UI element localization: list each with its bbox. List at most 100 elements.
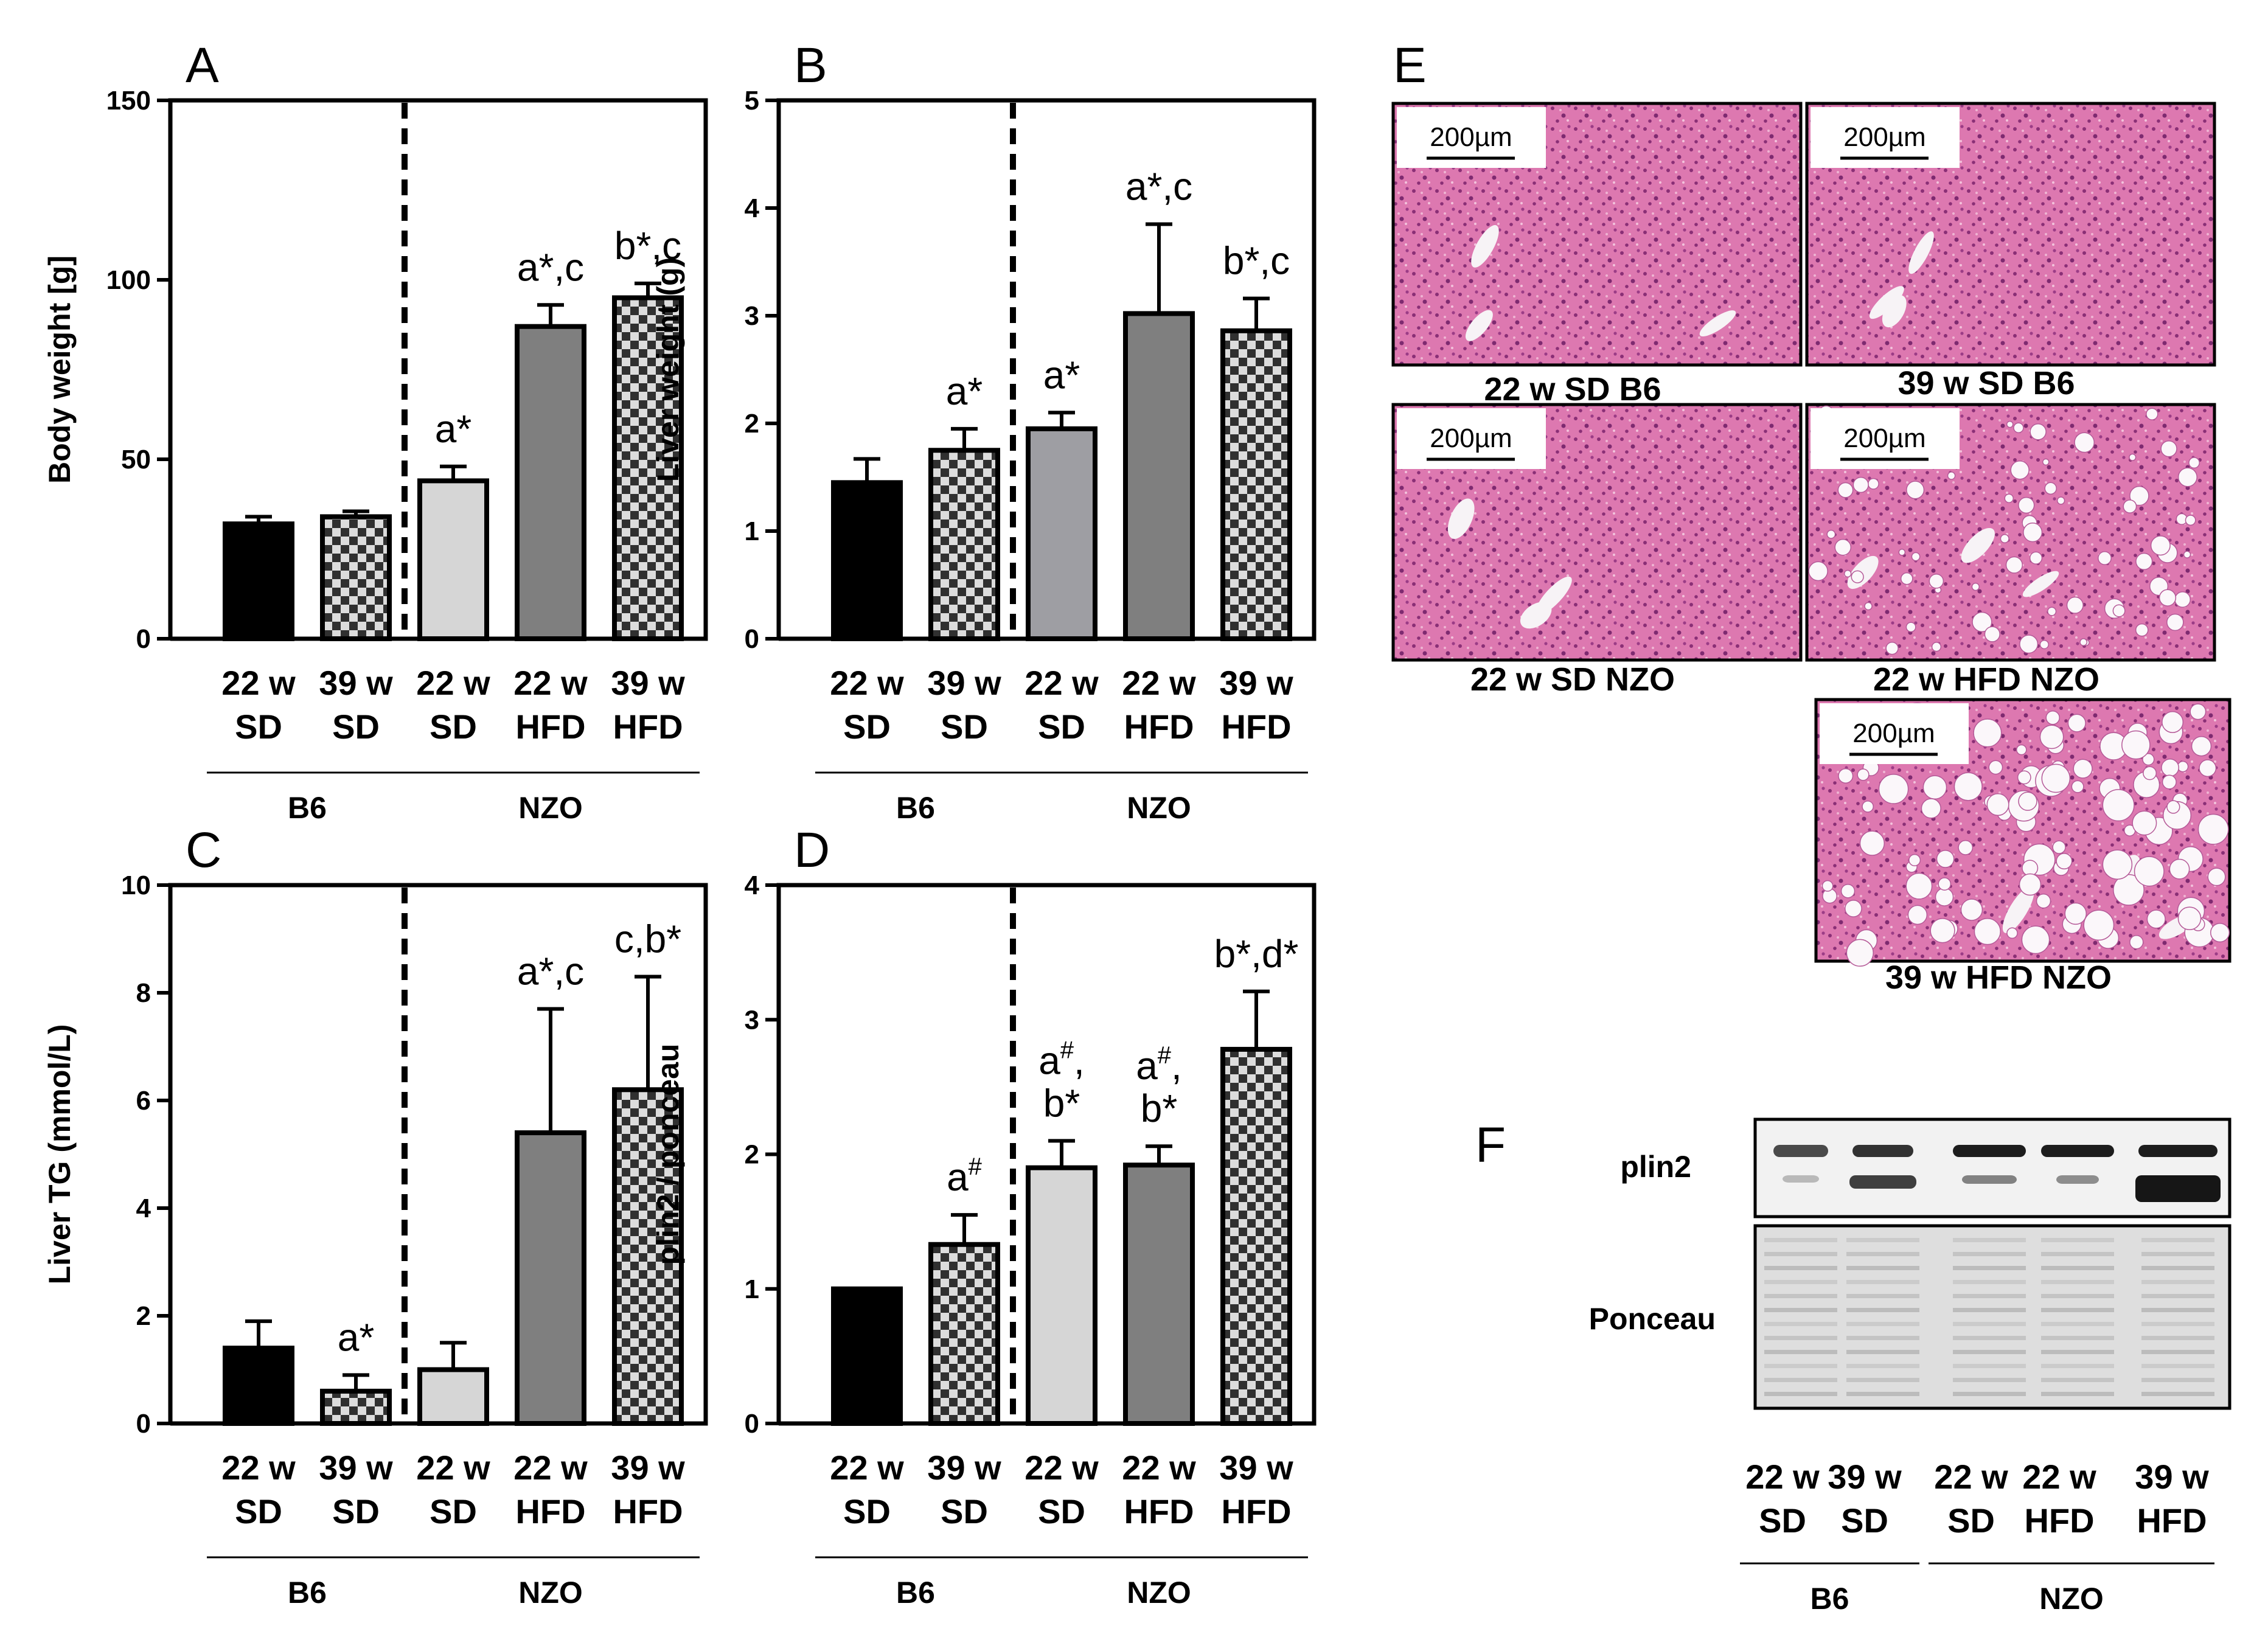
ponceau-band — [2041, 1252, 2114, 1256]
lipid-droplet — [2102, 849, 2133, 880]
ponceau-band — [1764, 1322, 1837, 1326]
bar — [831, 480, 903, 641]
ponceau-band — [1846, 1252, 1919, 1256]
ponceau-band — [1764, 1294, 1837, 1298]
vessel — [1520, 602, 1552, 629]
significance-label: b*,d* — [1214, 932, 1299, 976]
bar — [928, 448, 1000, 641]
lipid-droplet — [1885, 641, 1899, 655]
x-tick-label: SD — [1038, 707, 1085, 746]
lipid-droplet — [1843, 569, 1852, 578]
ponceau-band — [1764, 1364, 1837, 1368]
lipid-droplet — [1908, 853, 1921, 866]
lipid-droplet — [2166, 800, 2180, 814]
lipid-droplet — [2039, 639, 2049, 650]
lipid-droplet — [2113, 874, 2145, 906]
ponceau-band — [1953, 1294, 2026, 1298]
lipid-droplet — [1808, 561, 1828, 582]
group-label: NZO — [2039, 1582, 2104, 1616]
ponceau-band — [1846, 1322, 1919, 1326]
group-label: B6 — [896, 1576, 935, 1610]
micrograph-caption: 22 w SD B6 — [1484, 371, 1661, 408]
group-label: B6 — [288, 1576, 327, 1610]
y-tick-label: 1 — [745, 1274, 759, 1304]
significance-label: a*,c — [1125, 165, 1192, 209]
lipid-droplet — [1851, 570, 1864, 583]
lipid-droplet — [1911, 552, 1921, 561]
bar — [223, 521, 294, 642]
lipid-droplet — [1840, 884, 1856, 898]
lipid-droplet — [2000, 534, 2009, 544]
lipid-droplet — [2030, 423, 2047, 440]
lipid-droplet — [1852, 476, 1869, 493]
lipid-droplet — [2207, 867, 2226, 886]
blot-band — [1849, 1175, 1916, 1189]
ponceau-band — [1953, 1280, 2026, 1284]
ponceau-band — [1764, 1280, 1837, 1284]
bar — [1220, 328, 1292, 642]
ponceau-band — [1953, 1364, 2026, 1368]
ponceau-band — [2141, 1252, 2214, 1256]
ponceau-band — [2141, 1322, 2214, 1326]
x-tick-label: 39 w — [927, 1448, 1001, 1487]
lipid-droplet — [1972, 611, 1992, 633]
ponceau-band — [1953, 1308, 2026, 1312]
bar — [320, 514, 392, 642]
ponceau-band — [2041, 1322, 2114, 1326]
ponceau-band — [2041, 1308, 2114, 1312]
blot-band — [1783, 1175, 1819, 1183]
lipid-droplet — [1837, 482, 1854, 498]
significance-label: b*,c — [614, 224, 681, 268]
blot-band — [2135, 1175, 2221, 1202]
lipid-droplet — [2013, 422, 2024, 433]
ponceau-band — [2041, 1336, 2114, 1340]
ponceau-band — [2041, 1378, 2114, 1382]
blot-band — [2056, 1175, 2099, 1184]
x-tick-label: 22 w — [416, 664, 490, 702]
ponceau-band — [2141, 1350, 2214, 1354]
x-tick-label: 39 w — [319, 1448, 393, 1487]
micrograph: 200µm 22 w HFD NZO — [1805, 403, 2216, 698]
ponceau-band — [2141, 1238, 2214, 1242]
blot-band — [1773, 1145, 1828, 1157]
group-label: NZO — [1127, 1576, 1191, 1610]
bar — [515, 1130, 586, 1426]
lipid-droplet — [2191, 735, 2212, 757]
lipid-droplet — [1857, 768, 1870, 781]
y-axis-label: Liver weight (g) — [651, 257, 685, 482]
group-label: NZO — [518, 1576, 583, 1610]
bar — [1026, 1165, 1097, 1426]
lipid-droplet — [2142, 753, 2155, 766]
y-tick-label: 3 — [745, 301, 759, 331]
lipid-droplet — [2112, 604, 2126, 617]
y-axis-label: Body weight [g] — [43, 255, 77, 484]
lipid-droplet — [2067, 714, 2086, 732]
lipid-droplet — [2005, 556, 2023, 574]
x-tick-label: SD — [430, 1492, 477, 1531]
lipid-droplet — [2135, 623, 2149, 637]
ponceau-band — [2141, 1280, 2214, 1284]
bar — [223, 1346, 294, 1426]
blot-band — [1852, 1145, 1913, 1157]
micrograph-caption: 39 w HFD NZO — [1885, 959, 2112, 996]
micrograph-caption: 22 w HFD NZO — [1873, 661, 2099, 698]
bar — [1220, 1046, 1292, 1426]
x-tick-label: HFD — [1124, 1492, 1194, 1531]
y-tick-label: 50 — [121, 445, 151, 474]
scale-bar-label: 200µm — [1843, 122, 1925, 152]
lipid-droplet — [2199, 759, 2217, 777]
lipid-droplet — [2052, 840, 2066, 854]
vessel — [1699, 310, 1736, 336]
scale-bar-label: 200µm — [1430, 423, 1512, 453]
vessel — [1471, 225, 1499, 268]
histology-panel: E 200µm 22 w SD B6 200µm 39 w SD B6 200µm 22 … — [1391, 38, 2231, 996]
vessel — [1869, 286, 1904, 319]
ponceau-band — [1764, 1308, 1837, 1312]
lane-label: HFD — [2024, 1501, 2094, 1540]
panel-letter-e: E — [1393, 38, 1427, 93]
lipid-droplet — [1862, 800, 1874, 813]
vessel — [2002, 886, 2034, 933]
plot-frame — [776, 98, 1317, 641]
